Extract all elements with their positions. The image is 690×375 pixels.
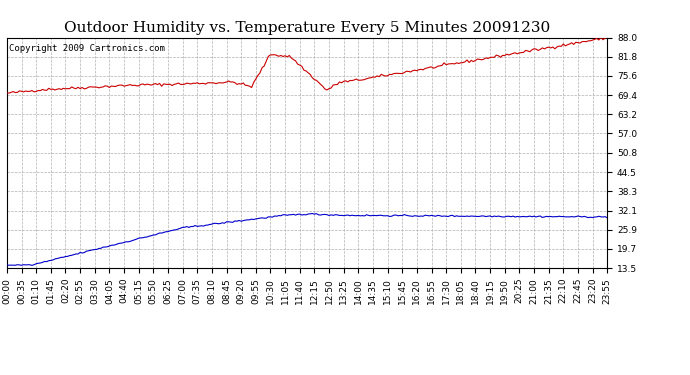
Text: Copyright 2009 Cartronics.com: Copyright 2009 Cartronics.com (9, 44, 165, 53)
Title: Outdoor Humidity vs. Temperature Every 5 Minutes 20091230: Outdoor Humidity vs. Temperature Every 5… (64, 21, 550, 35)
